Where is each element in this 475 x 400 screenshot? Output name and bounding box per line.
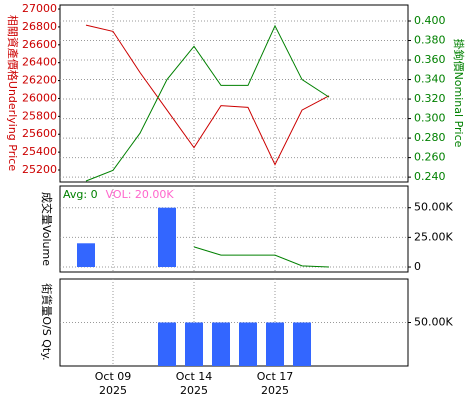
legend-entry: VOL: 20.00K (106, 188, 175, 201)
y-axis-title: 相關資產價格Underlying Price (6, 15, 20, 171)
y2-tick-label: 0.340 (414, 73, 446, 86)
y2-tick-label: 50.00K (414, 316, 453, 329)
bar (239, 322, 257, 366)
y-tick-label: 25800 (22, 109, 57, 122)
y-axis-title: 街貨量O/S Qty. (40, 283, 54, 360)
y2-tick-label: 0.240 (414, 170, 446, 183)
y2-tick-label: 0 (414, 260, 421, 273)
y2-axis-title: 掛鉤價Nominal Price (452, 39, 466, 148)
data-line (85, 24, 330, 182)
bar (158, 322, 176, 366)
y2-tick-label: 0.380 (414, 34, 446, 47)
y-tick-label: 26000 (22, 91, 57, 104)
bar (293, 322, 311, 366)
y-tick-label: 25200 (22, 163, 57, 176)
y-tick-label: 26800 (22, 20, 57, 33)
y-tick-label: 26600 (22, 38, 57, 51)
bar (185, 322, 203, 366)
x-tick-label: 2025 (99, 384, 127, 397)
data-line (85, 24, 330, 166)
bar (266, 322, 284, 366)
y2-tick-label: 50.00K (414, 201, 453, 214)
y-tick-label: 26400 (22, 56, 57, 69)
bar (158, 207, 176, 268)
x-tick-label: Oct 14 (176, 370, 213, 383)
bar (212, 322, 230, 366)
y-tick-label: 25400 (22, 145, 57, 158)
y2-tick-label: 0.360 (414, 53, 446, 66)
y-tick-label: 26200 (22, 74, 57, 87)
y2-tick-label: 0.280 (414, 131, 446, 144)
x-tick-label: 2025 (261, 384, 289, 397)
x-tick-label: Oct 17 (257, 370, 294, 383)
y2-tick-label: 0.300 (414, 112, 446, 125)
bar (77, 243, 95, 268)
panel-frame (59, 185, 409, 273)
y2-tick-label: 0.260 (414, 151, 446, 164)
legend-entry: Avg: 0 (63, 188, 98, 201)
y2-tick-label: 0.400 (414, 14, 446, 27)
y2-tick-label: 0.320 (414, 92, 446, 105)
y2-tick-label: 25.00K (414, 230, 453, 243)
y-axis-title: 成交量Volume (40, 192, 54, 266)
y-tick-label: 27000 (22, 2, 57, 15)
avg-line (193, 246, 330, 268)
panel-frame (59, 4, 409, 183)
y-tick-label: 25600 (22, 127, 57, 140)
x-tick-label: 2025 (180, 384, 208, 397)
x-tick-label: Oct 09 (95, 370, 132, 383)
